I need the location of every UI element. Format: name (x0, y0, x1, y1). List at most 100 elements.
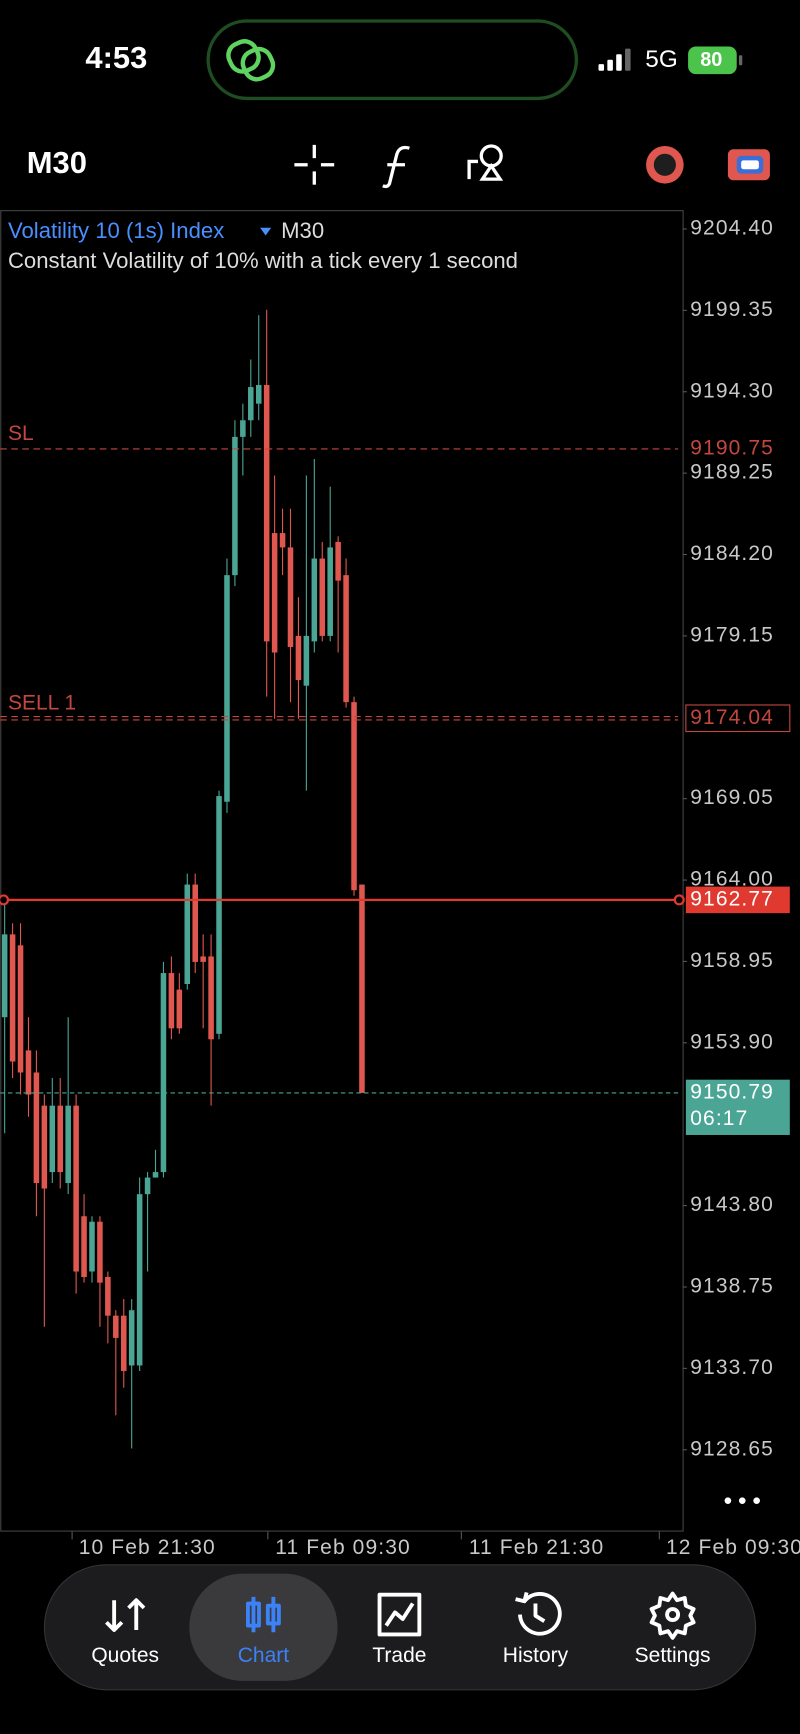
candle-body (113, 1315, 119, 1338)
objects-button[interactable] (467, 144, 504, 181)
battery (688, 46, 737, 75)
y-tick-label: 9138.75 (690, 1275, 774, 1298)
candle-body (255, 384, 262, 404)
candle-body (33, 1072, 40, 1184)
candle-body (176, 989, 183, 1029)
y-tick-label: 9153.90 (690, 1030, 774, 1053)
candle-body (232, 436, 238, 576)
network-type: 5G (645, 46, 677, 73)
x-tick-label: 10 Feb 21:30 (79, 1536, 216, 1559)
level-label: 9162.77 (690, 887, 774, 910)
candle-body (208, 956, 214, 1040)
candle-body (152, 1172, 159, 1178)
battery-level: 80 (700, 49, 722, 71)
candle-body (184, 884, 191, 985)
chart-title[interactable]: Volatility 10 (1s) Index (8, 218, 224, 243)
candle-body (65, 1105, 71, 1184)
y-tick-label: 9184.20 (690, 542, 774, 565)
y-tick-label: 9169.05 (690, 786, 774, 809)
candle-body (200, 956, 206, 962)
candle-body (248, 387, 254, 421)
y-tick-label: 9158.95 (690, 949, 774, 972)
candle-body (240, 420, 246, 437)
dynamic-island (206, 19, 579, 101)
level-label-box (685, 886, 790, 914)
level-name: SELL 1 (8, 691, 76, 714)
y-tick-label: 9128.65 (690, 1437, 774, 1460)
nav-icon (246, 1596, 281, 1633)
x-tick-label: 11 Feb 21:30 (469, 1536, 604, 1559)
candle-body (120, 1315, 127, 1371)
level-label-box (685, 1079, 790, 1135)
nav-icon (377, 1592, 422, 1637)
candle-body (105, 1276, 111, 1316)
nav-item[interactable]: Chart (238, 1644, 290, 1667)
candle-body (136, 1194, 143, 1366)
candle-body (192, 884, 198, 962)
level-label: 9150.79 (690, 1080, 774, 1103)
plot (0, 309, 685, 1449)
nav-active-pill (189, 1573, 338, 1681)
y-tick-label: 9204.40 (690, 217, 774, 240)
y-tick-label: 9133.70 (690, 1356, 774, 1379)
symbol-dropdown[interactable] (260, 227, 272, 236)
y-tick-label: 9179.15 (690, 623, 774, 646)
nav-item[interactable]: Quotes (91, 1644, 159, 1667)
candle-body (81, 1216, 87, 1277)
candle-body (144, 1177, 151, 1195)
candle-body (303, 635, 310, 686)
more-button[interactable] (724, 1497, 760, 1504)
level-label: 9174.04 (690, 706, 774, 729)
candle-body (9, 934, 16, 1062)
nav-icon (665, 1607, 681, 1623)
level-handle[interactable] (673, 894, 685, 906)
link-icon (226, 39, 276, 82)
nav-item[interactable]: Settings (635, 1644, 711, 1667)
nav-icon (105, 1598, 146, 1632)
y-tick-label: 9199.35 (690, 298, 774, 321)
candle-body (97, 1221, 103, 1283)
candle-body (279, 533, 286, 548)
candle-body (89, 1221, 95, 1272)
clock: 4:53 (85, 40, 147, 75)
level-handle[interactable] (0, 894, 10, 906)
level-label: 9190.75 (690, 437, 774, 460)
candle-body (311, 558, 318, 642)
nav-icon (649, 1591, 696, 1640)
candle-body (287, 547, 294, 648)
candle-body (295, 635, 302, 681)
level-name: SL (8, 422, 34, 445)
candle-body (128, 1310, 135, 1366)
candle-body (41, 1105, 48, 1189)
nav-item[interactable]: Trade (372, 1644, 426, 1667)
account-icon-inner (653, 153, 676, 176)
crosshair-button[interactable] (294, 144, 335, 185)
y-tick-label: 9189.25 (690, 461, 774, 484)
indicators-button[interactable] (382, 145, 410, 189)
chart-frame (0, 210, 684, 1532)
timeframe-button[interactable]: M30 (27, 145, 87, 180)
candle-body (224, 575, 230, 802)
candle-body (168, 973, 175, 1029)
battery-tip (738, 55, 743, 66)
y-tick-label: 9143.80 (690, 1193, 774, 1216)
nav-item[interactable]: History (503, 1644, 569, 1667)
candle-body (343, 575, 349, 703)
candle-body (73, 1105, 79, 1272)
candle-body (271, 533, 278, 653)
candle-body (335, 541, 341, 581)
nav-bar (43, 1564, 757, 1691)
candle-body (351, 702, 357, 891)
candle-body (25, 1050, 32, 1095)
candle-body (160, 973, 167, 1173)
candle-body (359, 884, 365, 1093)
candle-body (327, 547, 333, 636)
level-label-box (685, 704, 791, 733)
y-tick-label: 9194.30 (690, 379, 774, 402)
candle-body (17, 945, 24, 1073)
x-tick-label: 12 Feb 09:30 (666, 1536, 800, 1559)
nav: Quotes Chart Trade History Settings (91, 1573, 711, 1681)
